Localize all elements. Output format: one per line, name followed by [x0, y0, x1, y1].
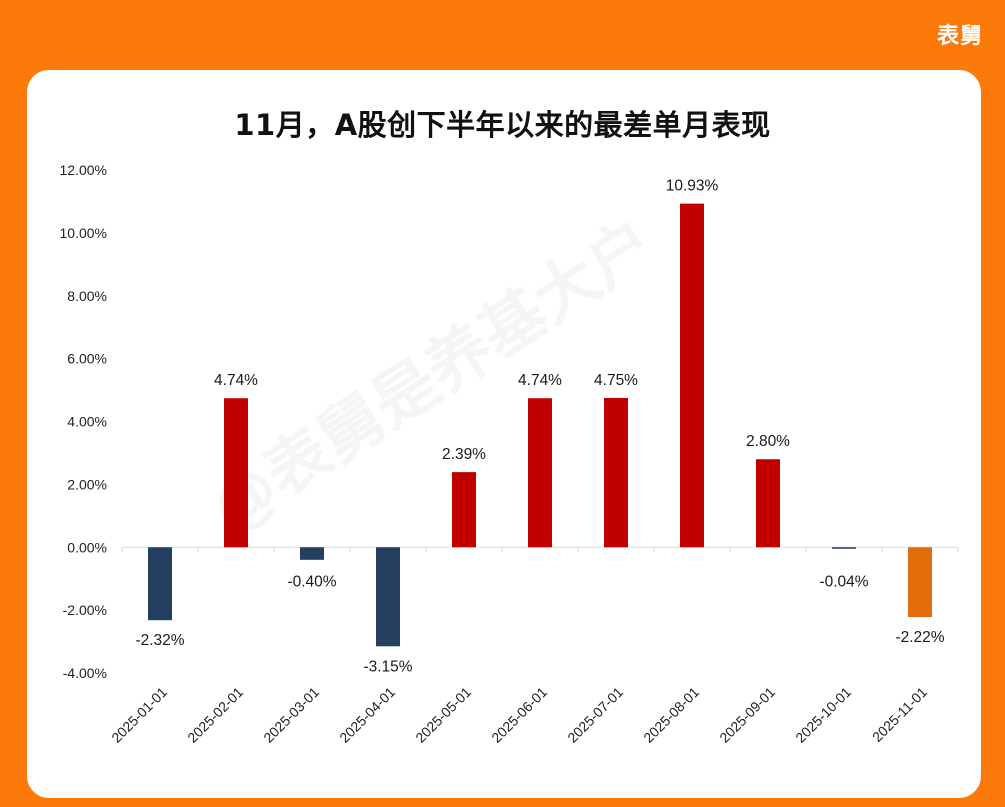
- x-tick-label: 2025-10-01: [792, 684, 854, 746]
- bar-2025-04-01: [376, 547, 400, 647]
- y-tick-label: 10.00%: [60, 225, 107, 241]
- bar-2025-11-01: [908, 547, 932, 618]
- brand-logo: 表舅: [936, 24, 983, 49]
- y-tick-label: 4.00%: [67, 414, 107, 430]
- y-tick-label: 12.00%: [60, 162, 107, 178]
- data-label: 10.93%: [666, 178, 719, 195]
- data-labels: -2.32% 4.74% -0.40% -3.15% 2.39% 4.74% 4.75% 10…: [135, 178, 944, 676]
- x-tick-label: 2025-11-01: [869, 684, 930, 745]
- data-label: 4.74%: [214, 372, 258, 389]
- data-label: -3.15%: [363, 658, 412, 675]
- y-tick-label: 6.00%: [67, 351, 107, 367]
- x-tick-label: 2025-07-01: [564, 684, 626, 746]
- bar-2025-06-01: [528, 398, 552, 548]
- bar-2025-02-01: [224, 398, 248, 548]
- bar-2025-08-01: [680, 203, 704, 548]
- x-tick-label: 2025-01-01: [108, 684, 170, 746]
- data-label: -2.32%: [135, 632, 184, 649]
- x-tick-label: 2025-03-01: [260, 684, 322, 746]
- y-axis: 12.00% 10.00% 8.00% 6.00% 4.00% 2.00% 0.00% -2.…: [60, 162, 107, 681]
- data-label: 4.75%: [594, 372, 638, 389]
- bar-2025-10-01: [832, 547, 856, 549]
- data-label: -2.22%: [895, 629, 944, 646]
- x-tick-label: 2025-05-01: [412, 684, 474, 746]
- bar-2025-09-01: [756, 459, 780, 548]
- bar-2025-05-01: [452, 472, 476, 548]
- data-label: -0.04%: [819, 573, 868, 590]
- bar-2025-07-01: [604, 397, 628, 548]
- data-label: -0.40%: [287, 573, 336, 590]
- x-tick-label: 2025-09-01: [716, 684, 778, 746]
- x-tick-label: 2025-02-01: [184, 684, 246, 746]
- x-tick-label: 2025-04-01: [336, 684, 398, 746]
- chart-title: 11月，A股创下半年以来的最差单月表现: [234, 108, 771, 142]
- x-tick-label: 2025-08-01: [640, 684, 702, 746]
- y-tick-label: -4.00%: [63, 665, 107, 681]
- x-tick-label: 2025-06-01: [488, 684, 550, 746]
- bar-series: [148, 203, 932, 647]
- bar-2025-03-01: [300, 547, 324, 560]
- y-tick-label: 8.00%: [67, 288, 107, 304]
- y-tick-label: 0.00%: [67, 539, 107, 555]
- chart-card: [27, 70, 981, 798]
- y-tick-label: 2.00%: [67, 476, 107, 492]
- data-label: 4.74%: [518, 372, 562, 389]
- data-label: 2.39%: [442, 446, 486, 463]
- data-label: 2.80%: [746, 433, 790, 450]
- bar-2025-01-01: [148, 547, 172, 621]
- y-tick-label: -2.00%: [63, 602, 107, 618]
